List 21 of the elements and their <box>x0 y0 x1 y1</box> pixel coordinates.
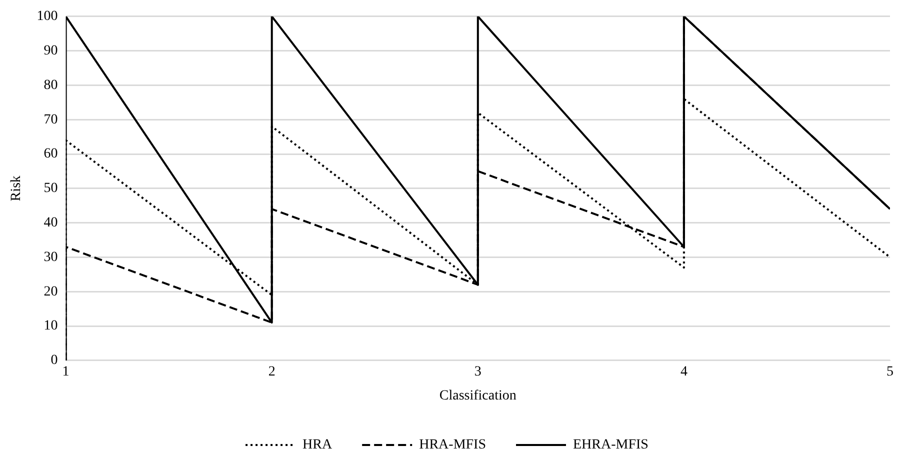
y-tick-label: 90 <box>44 43 58 58</box>
x-tick-label: 5 <box>886 364 894 380</box>
y-tick-label: 60 <box>44 146 58 162</box>
x-tick-label: 3 <box>474 364 482 380</box>
y-tick-label: 50 <box>44 181 58 196</box>
legend-label: HRA-MFIS <box>419 438 486 453</box>
legend-label: EHRA-MFIS <box>573 438 648 453</box>
y-tick-label: 70 <box>44 112 58 128</box>
y-tick-label: 40 <box>44 215 58 230</box>
y-tick-label: 0 <box>50 353 58 368</box>
x-tick-label: 4 <box>680 364 688 380</box>
y-tick-label: 100 <box>36 9 58 24</box>
y-axis-title: Risk <box>9 176 24 202</box>
y-tick-label: 80 <box>44 78 58 93</box>
x-tick-label: 1 <box>62 364 70 380</box>
y-tick-label: 10 <box>44 318 58 334</box>
x-tick-label: 2 <box>268 364 276 380</box>
legend-label: HRA <box>302 438 333 453</box>
x-axis-title: Classification <box>439 388 516 404</box>
y-tick-label: 20 <box>44 284 58 300</box>
y-tick-label: 30 <box>44 250 58 265</box>
